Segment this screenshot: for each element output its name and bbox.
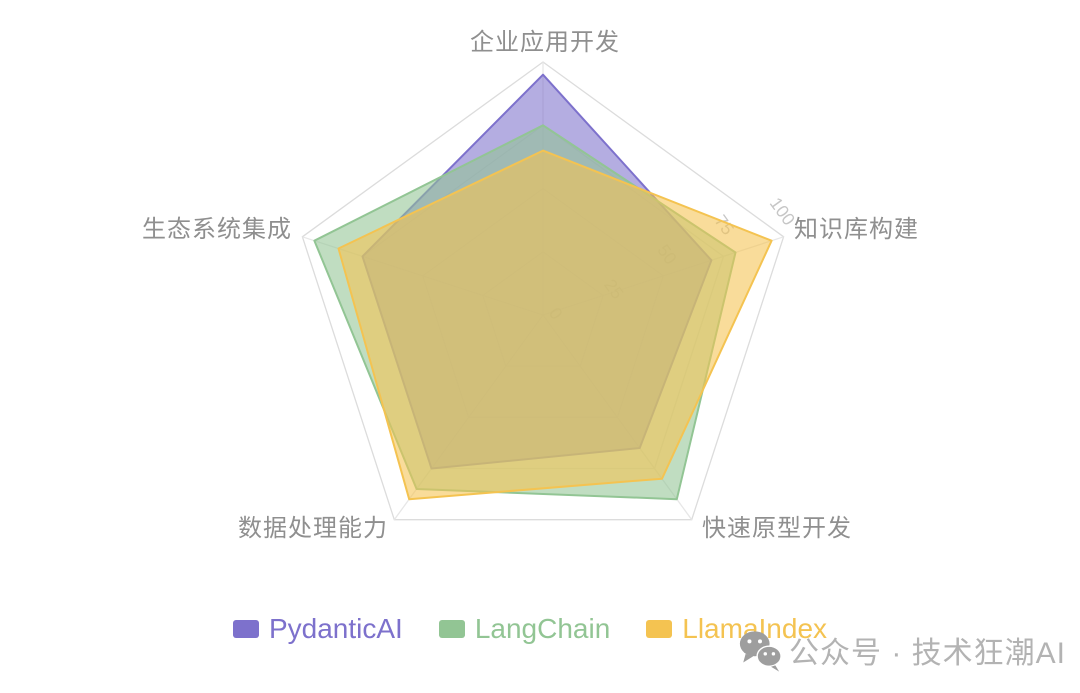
wechat-icon — [739, 631, 782, 672]
legend-swatch — [646, 620, 673, 638]
legend-label: LangChain — [474, 613, 611, 644]
legend-label: PydanticAI — [268, 613, 403, 644]
radar-chart: 0255075100企业应用开发知识库构建快速原型开发数据处理能力生态系统集成 — [142, 29, 919, 542]
radar-axis-label: 快速原型开发 — [702, 515, 852, 542]
chart-legend: PydanticAI LangChain LlamaIndex — [0, 613, 1060, 645]
radar-axis-label: 知识库构建 — [794, 216, 919, 243]
legend-item-langchain[interactable]: LangChain — [438, 613, 611, 645]
series-polygon-llamaindex[interactable] — [337, 149, 773, 501]
watermark-text: 公众号 · 技术狂潮AI — [788, 637, 1066, 670]
legend-swatch — [232, 620, 259, 638]
radar-axis-label: 生态系统集成 — [142, 216, 292, 243]
legend-item-pydanticai[interactable]: PydanticAI — [232, 613, 403, 645]
radar-axis-label: 数据处理能力 — [238, 515, 388, 542]
watermark: 公众号 · 技术狂潮AI — [737, 627, 1066, 673]
radar-axis-label: 企业应用开发 — [470, 29, 620, 56]
legend-swatch — [438, 620, 465, 638]
radar-grid-ring — [301, 61, 785, 521]
